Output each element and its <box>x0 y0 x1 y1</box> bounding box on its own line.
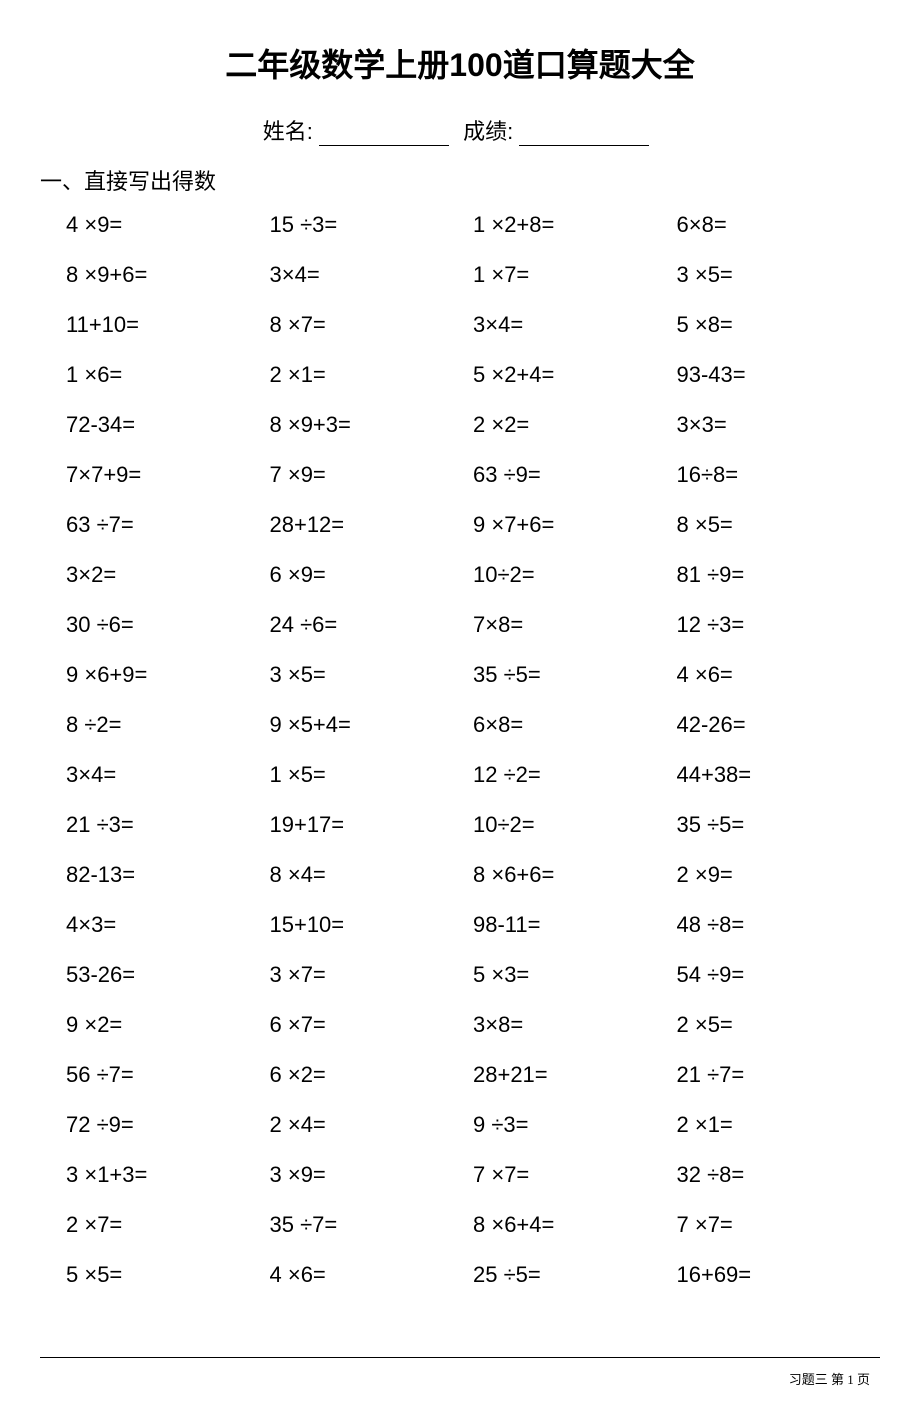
problem-cell: 12 ÷3= <box>677 612 881 638</box>
problem-cell: 9 ÷3= <box>473 1112 677 1138</box>
problem-cell: 8 ×6+4= <box>473 1212 677 1238</box>
problem-cell: 16÷8= <box>677 462 881 488</box>
problem-cell: 1 ×5= <box>270 762 474 788</box>
problem-cell: 5 ×8= <box>677 312 881 338</box>
problem-cell: 72-34= <box>66 412 270 438</box>
problem-cell: 3 ×9= <box>270 1162 474 1188</box>
footer-divider <box>40 1357 880 1358</box>
problem-cell: 2 ×2= <box>473 412 677 438</box>
page-number: 习题三 第 1 页 <box>789 1369 870 1388</box>
problem-cell: 4 ×9= <box>66 212 270 238</box>
problem-cell: 44+38= <box>677 762 881 788</box>
problem-cell: 3 ×5= <box>270 662 474 688</box>
problem-cell: 8 ×4= <box>270 862 474 888</box>
problem-cell: 8 ×5= <box>677 512 881 538</box>
problems-grid: 4 ×9=15 ÷3=1 ×2+8=6×8=8 ×9+6=3×4=1 ×7=3 … <box>40 212 880 1288</box>
problem-cell: 21 ÷3= <box>66 812 270 838</box>
problem-cell: 48 ÷8= <box>677 912 881 938</box>
problem-cell: 93-43= <box>677 362 881 388</box>
problem-cell: 35 ÷5= <box>473 662 677 688</box>
problem-cell: 3 ×5= <box>677 262 881 288</box>
problem-cell: 2 ×1= <box>270 362 474 388</box>
problem-cell: 81 ÷9= <box>677 562 881 588</box>
problem-cell: 7×7+9= <box>66 462 270 488</box>
problem-cell: 2 ×5= <box>677 1012 881 1038</box>
problem-cell: 24 ÷6= <box>270 612 474 638</box>
problem-cell: 5 ×3= <box>473 962 677 988</box>
problem-cell: 53-26= <box>66 962 270 988</box>
problem-cell: 10÷2= <box>473 812 677 838</box>
problem-cell: 6 ×7= <box>270 1012 474 1038</box>
problem-cell: 4 ×6= <box>677 662 881 688</box>
problem-cell: 16+69= <box>677 1262 881 1288</box>
score-blank <box>519 145 649 146</box>
problem-cell: 28+21= <box>473 1062 677 1088</box>
problem-cell: 9 ×2= <box>66 1012 270 1038</box>
problem-cell: 8 ÷2= <box>66 712 270 738</box>
problem-cell: 7 ×9= <box>270 462 474 488</box>
problem-cell: 2 ×9= <box>677 862 881 888</box>
problem-cell: 9 ×7+6= <box>473 512 677 538</box>
problem-cell: 2 ×4= <box>270 1112 474 1138</box>
problem-cell: 30 ÷6= <box>66 612 270 638</box>
problem-cell: 35 ÷5= <box>677 812 881 838</box>
problem-cell: 54 ÷9= <box>677 962 881 988</box>
problem-cell: 72 ÷9= <box>66 1112 270 1138</box>
problem-cell: 8 ×6+6= <box>473 862 677 888</box>
problem-cell: 3 ×7= <box>270 962 474 988</box>
problem-cell: 98-11= <box>473 912 677 938</box>
problem-cell: 25 ÷5= <box>473 1262 677 1288</box>
problem-cell: 9 ×5+4= <box>270 712 474 738</box>
problem-cell: 7 ×7= <box>473 1162 677 1188</box>
problem-cell: 15 ÷3= <box>270 212 474 238</box>
problem-cell: 5 ×2+4= <box>473 362 677 388</box>
problem-cell: 7 ×7= <box>677 1212 881 1238</box>
problem-cell: 6 ×9= <box>270 562 474 588</box>
problem-cell: 42-26= <box>677 712 881 738</box>
problem-cell: 28+12= <box>270 512 474 538</box>
problem-cell: 8 ×9+3= <box>270 412 474 438</box>
section-heading: 一、直接写出得数 <box>40 164 880 196</box>
problem-cell: 63 ÷7= <box>66 512 270 538</box>
problem-cell: 3×2= <box>66 562 270 588</box>
problem-cell: 4 ×6= <box>270 1262 474 1288</box>
problem-cell: 3×3= <box>677 412 881 438</box>
problem-cell: 8 ×7= <box>270 312 474 338</box>
name-label: 姓名: <box>263 119 313 144</box>
problem-cell: 3 ×1+3= <box>66 1162 270 1188</box>
student-info-row: 姓名: 成绩: <box>40 114 880 146</box>
problem-cell: 9 ×6+9= <box>66 662 270 688</box>
problem-cell: 8 ×9+6= <box>66 262 270 288</box>
problem-cell: 63 ÷9= <box>473 462 677 488</box>
problem-cell: 2 ×7= <box>66 1212 270 1238</box>
problem-cell: 3×8= <box>473 1012 677 1038</box>
problem-cell: 6×8= <box>677 212 881 238</box>
problem-cell: 35 ÷7= <box>270 1212 474 1238</box>
problem-cell: 3×4= <box>66 762 270 788</box>
problem-cell: 12 ÷2= <box>473 762 677 788</box>
problem-cell: 3×4= <box>473 312 677 338</box>
problem-cell: 19+17= <box>270 812 474 838</box>
problem-cell: 6×8= <box>473 712 677 738</box>
worksheet-title: 二年级数学上册100道口算题大全 <box>40 40 880 86</box>
score-label: 成绩: <box>463 119 513 144</box>
problem-cell: 1 ×6= <box>66 362 270 388</box>
name-blank <box>319 145 449 146</box>
problem-cell: 21 ÷7= <box>677 1062 881 1088</box>
problem-cell: 32 ÷8= <box>677 1162 881 1188</box>
problem-cell: 3×4= <box>270 262 474 288</box>
problem-cell: 82-13= <box>66 862 270 888</box>
problem-cell: 6 ×2= <box>270 1062 474 1088</box>
problem-cell: 11+10= <box>66 312 270 338</box>
problem-cell: 1 ×2+8= <box>473 212 677 238</box>
problem-cell: 5 ×5= <box>66 1262 270 1288</box>
problem-cell: 56 ÷7= <box>66 1062 270 1088</box>
problem-cell: 10÷2= <box>473 562 677 588</box>
problem-cell: 1 ×7= <box>473 262 677 288</box>
problem-cell: 4×3= <box>66 912 270 938</box>
problem-cell: 15+10= <box>270 912 474 938</box>
problem-cell: 2 ×1= <box>677 1112 881 1138</box>
problem-cell: 7×8= <box>473 612 677 638</box>
